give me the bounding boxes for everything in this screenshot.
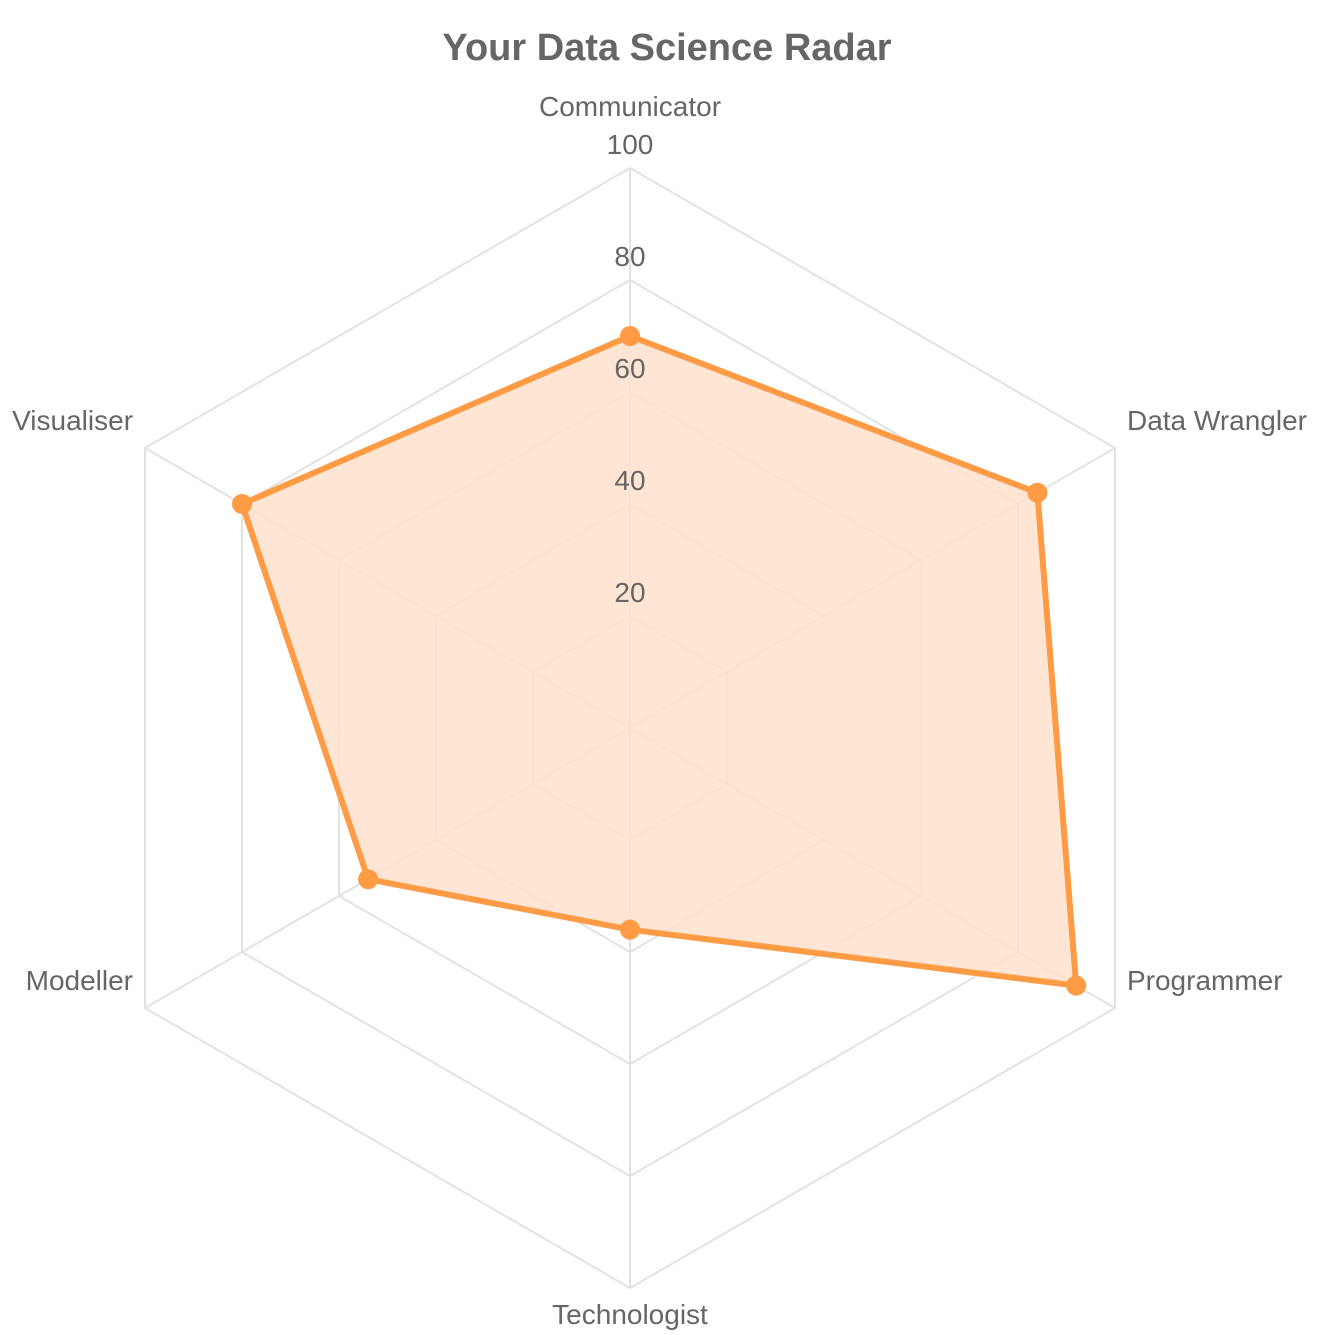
data-point-programmer[interactable] xyxy=(1066,975,1087,996)
axis-label-communicator: Communicator xyxy=(539,91,721,122)
data-point-data-wrangler[interactable] xyxy=(1027,482,1048,503)
axis-label-programmer: Programmer xyxy=(1127,965,1283,996)
data-point-modeller[interactable] xyxy=(358,869,379,890)
tick-label-80: 80 xyxy=(614,241,645,272)
data-point-visualiser[interactable] xyxy=(232,494,253,514)
series-layer xyxy=(232,326,1087,996)
tick-label-100: 100 xyxy=(607,129,654,160)
tick-label-60: 60 xyxy=(614,353,645,384)
axis-label-data-wrangler: Data Wrangler xyxy=(1127,405,1307,436)
axis-label-modeller: Modeller xyxy=(26,965,133,996)
data-point-technologist[interactable] xyxy=(620,919,640,940)
tick-label-20: 20 xyxy=(614,577,645,608)
axis-label-technologist: Technologist xyxy=(552,1299,708,1330)
data-point-communicator[interactable] xyxy=(620,326,640,346)
axis-labels: Communicator Data Wrangler Programmer Techn… xyxy=(12,91,1307,1330)
axis-label-visualiser: Visualiser xyxy=(12,405,133,436)
tick-label-40: 40 xyxy=(614,465,645,496)
chart-title: Your Data Science Radar xyxy=(442,27,891,69)
tick-labels: 20 40 60 80 100 xyxy=(607,129,654,608)
